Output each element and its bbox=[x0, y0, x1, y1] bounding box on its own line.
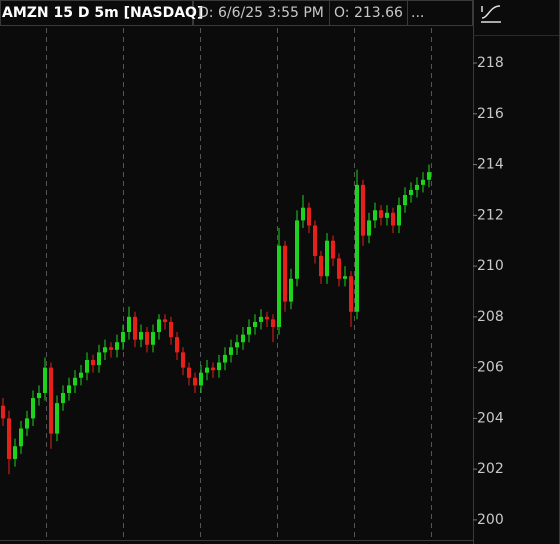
candle-body bbox=[31, 398, 35, 419]
candle-body bbox=[67, 385, 71, 393]
candle-body bbox=[367, 220, 371, 236]
candle-body bbox=[157, 319, 161, 333]
scale-icon[interactable] bbox=[481, 5, 501, 23]
candle-body bbox=[169, 321, 173, 338]
candle-body bbox=[97, 352, 101, 366]
candle-body bbox=[43, 367, 47, 393]
y-tick-label: 200 bbox=[477, 512, 504, 528]
candle-body bbox=[241, 334, 245, 343]
candle-body bbox=[409, 189, 413, 196]
header-box bbox=[407, 0, 473, 26]
candle-body bbox=[361, 184, 365, 236]
candle-body bbox=[373, 210, 377, 221]
candle-body bbox=[73, 377, 77, 386]
candle-body bbox=[13, 446, 17, 459]
candle-body bbox=[277, 245, 281, 327]
candle-body bbox=[301, 207, 305, 221]
candle-body bbox=[133, 316, 137, 340]
candle-body bbox=[325, 240, 329, 277]
candle-body bbox=[391, 212, 395, 226]
candle-body bbox=[259, 316, 263, 322]
candle-body bbox=[211, 367, 215, 371]
candle-body bbox=[91, 359, 95, 366]
candle-body bbox=[61, 392, 65, 404]
candle-body bbox=[379, 210, 383, 218]
candle-body bbox=[289, 278, 293, 302]
candle-body bbox=[271, 319, 275, 327]
y-tick-label: 212 bbox=[477, 207, 504, 223]
candle-body bbox=[397, 205, 401, 226]
candle-body bbox=[415, 184, 419, 190]
chart-title: AMZN 15 D 5m [NASDAQ] bbox=[2, 5, 203, 21]
header-box bbox=[0, 0, 193, 26]
header-open: O: 213.66 bbox=[334, 5, 403, 21]
candle-body bbox=[199, 372, 203, 386]
candle-body bbox=[175, 337, 179, 353]
candle-body bbox=[121, 332, 125, 343]
y-tick-label: 214 bbox=[477, 157, 504, 173]
candle-body bbox=[331, 240, 335, 259]
candle-body bbox=[421, 179, 425, 185]
candle-body bbox=[163, 319, 167, 322]
candle-body bbox=[229, 347, 233, 355]
candle-body bbox=[343, 276, 347, 279]
candle-body bbox=[403, 195, 407, 206]
candle-body bbox=[145, 332, 149, 345]
candle-body bbox=[25, 418, 29, 429]
candle-body bbox=[109, 347, 113, 350]
candle-body bbox=[217, 362, 221, 371]
candle-body bbox=[181, 352, 185, 368]
candle-body bbox=[1, 405, 5, 419]
y-tick-label: 202 bbox=[477, 461, 504, 477]
candle-body bbox=[307, 207, 311, 226]
y-tick-label: 208 bbox=[477, 309, 504, 325]
candle-body bbox=[85, 359, 89, 373]
candle-body bbox=[265, 316, 269, 320]
header-date: D: 6/6/25 3:55 PM bbox=[198, 5, 324, 21]
icon-curve bbox=[481, 5, 501, 19]
header-more[interactable]: ... bbox=[411, 5, 424, 21]
candle-body bbox=[319, 255, 323, 277]
candle-body bbox=[247, 326, 251, 335]
candle-body bbox=[49, 367, 53, 434]
y-tick-label: 218 bbox=[477, 55, 504, 71]
candle-body bbox=[151, 332, 155, 345]
candle-body bbox=[283, 245, 287, 302]
candle-body bbox=[79, 372, 83, 378]
candle-body bbox=[223, 354, 227, 363]
candle-body bbox=[235, 342, 239, 348]
y-tick-label: 206 bbox=[477, 360, 504, 376]
candle-body bbox=[19, 428, 23, 447]
y-tick-label: 210 bbox=[477, 258, 504, 274]
candle-body bbox=[55, 403, 59, 434]
candle-body bbox=[385, 212, 389, 218]
candle-body bbox=[127, 316, 131, 333]
candle-body bbox=[115, 342, 119, 350]
candle-body bbox=[103, 347, 107, 353]
candle-body bbox=[139, 332, 143, 340]
candle-body bbox=[205, 367, 209, 373]
candle-body bbox=[427, 172, 431, 180]
candle-body bbox=[193, 377, 197, 386]
candle-body bbox=[355, 184, 359, 312]
candle-body bbox=[187, 367, 191, 378]
candle-body bbox=[337, 258, 341, 279]
y-tick-label: 216 bbox=[477, 106, 504, 122]
candle-body bbox=[7, 418, 11, 459]
candle-body bbox=[295, 220, 299, 279]
candle-body bbox=[37, 392, 41, 399]
candle-body bbox=[253, 321, 257, 327]
candle-body bbox=[313, 225, 317, 256]
candle-body bbox=[349, 276, 353, 312]
y-tick-label: 204 bbox=[477, 410, 504, 426]
